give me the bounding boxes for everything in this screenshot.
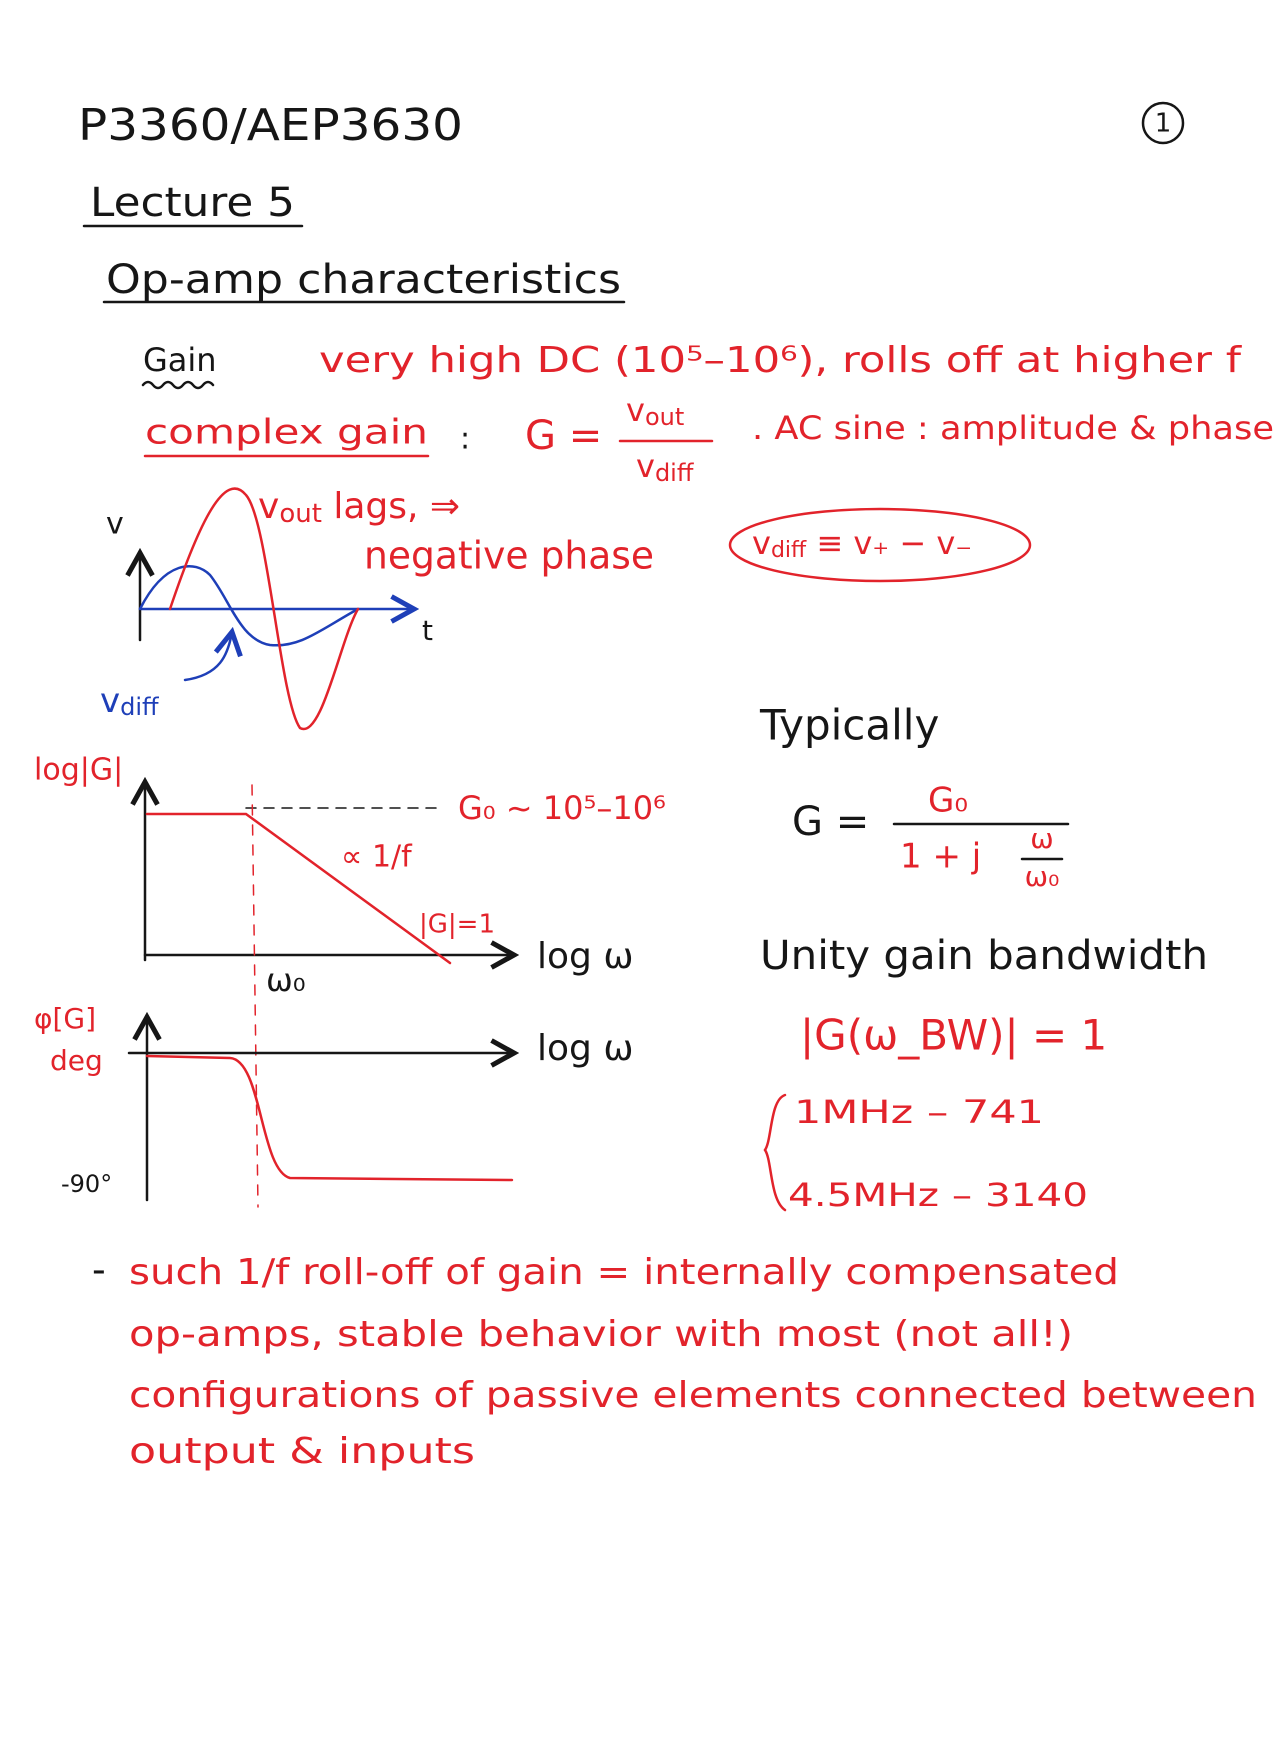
x-label: log ω [537,936,633,977]
wavy-underline [141,380,215,390]
vdiff-label: vdiff [100,681,159,722]
y-label: v [106,507,124,542]
colon: : [460,422,470,457]
note: . AC sine : amplitude & phase [752,409,1274,447]
sub: diff [771,538,807,563]
bullet: - [92,1248,106,1292]
y-label: log|G| [34,753,123,788]
complex-gain-label: complex gain [145,413,428,453]
vout-note: vout lags, ⇒ [258,486,460,529]
y-unit: deg [50,1044,103,1077]
phase-text: negative phase [364,534,654,578]
example: 1MHz – 741 [794,1093,1044,1131]
plateau: G₀ ~ 10⁵–10⁶ [458,789,666,827]
lecture: Lecture 5 [90,180,295,226]
lhs: G = [792,799,869,845]
arrow [183,632,232,682]
sub: out [645,403,684,431]
bandwidth-heading: Unity gain bandwidth [760,933,1208,979]
drawing [82,101,1185,1212]
numerator: G₀ [928,781,968,821]
page-circle [1141,101,1185,145]
denominator: vdiff [636,447,694,487]
definition-box [728,507,1032,583]
denominator: 1 + j [900,837,981,877]
vout-wave [168,487,360,731]
symbol: v [100,681,120,721]
symbol: v [258,486,279,527]
definition: vdiff ≡ v₊ − v₋ [752,524,972,563]
sub: out [279,499,322,529]
typically: Typically [759,701,939,750]
x-label: t [422,614,433,647]
slope: ∝ 1/f [341,840,413,875]
ratio-top: ω [1030,822,1053,855]
page-number: 1 [1155,109,1172,139]
example: 4.5MHz – 3140 [788,1176,1088,1214]
unity: |G|=1 [419,910,495,940]
magnitude-curve [145,812,452,965]
bottom-label: -90° [61,1170,112,1198]
course: P3360/AEP3630 [78,100,463,151]
note-line: such 1/f roll-off of gain = internally c… [129,1252,1119,1293]
corner: ω₀ [266,961,306,999]
ratio-bottom: ω₀ [1025,860,1060,893]
note-line: op-amps, stable behavior with most (not … [129,1314,1073,1355]
title: Op-amp characteristics [106,257,621,303]
sub: diff [655,459,694,487]
rhs: ≡ v₊ − v₋ [806,524,972,562]
vdiff-wave [138,564,360,647]
gain-label: Gain [143,341,217,379]
phase-curve [145,1054,514,1182]
gain-text: very high DC (10⁵–10⁶), rolls off at hig… [319,340,1243,381]
symbol: v [636,447,655,485]
symbol: v [626,391,645,429]
sub: diff [120,693,159,721]
text: lags, ⇒ [322,486,460,527]
lhs: G = [525,413,602,459]
dashed-line [251,784,259,1208]
bandwidth-equation: |G(ω_BW)| = 1 [800,1011,1107,1060]
x-label: log ω [537,1028,633,1069]
symbol: v [752,524,771,562]
note-line: configurations of passive elements conne… [129,1375,1257,1416]
note-line: output & inputs [129,1431,475,1472]
brace [763,1093,787,1212]
y-label: φ[G] [34,1002,96,1035]
numerator: vout [626,391,684,431]
